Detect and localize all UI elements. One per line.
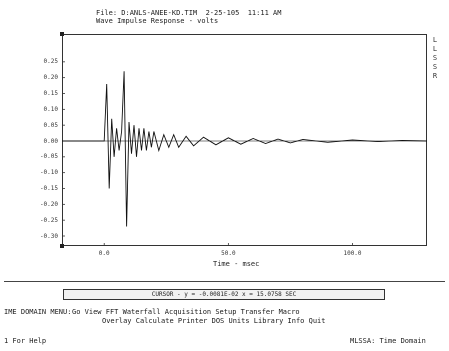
- x-tick-label: 50.0: [221, 250, 236, 257]
- side-label: S: [432, 63, 438, 71]
- plot-area[interactable]: [62, 34, 427, 246]
- menu-item-units[interactable]: Units: [228, 317, 250, 325]
- menu-item-transfer[interactable]: Transfer: [240, 308, 275, 316]
- plot-title: Wave Impulse Response - volts: [96, 17, 219, 25]
- mode-status: MLSSA: Time Domain: [350, 337, 426, 345]
- side-label: L: [432, 45, 438, 53]
- file-header: File: D:ANLS-ANEE-KD.TIM 2-25-105 11:11 …: [96, 9, 282, 17]
- side-label: R: [432, 72, 438, 80]
- y-tick-label: -0.20: [39, 200, 58, 208]
- bottom-left-marker: [60, 244, 64, 248]
- x-tick-label: 100.0: [343, 250, 362, 257]
- menu-item-printer[interactable]: Printer: [177, 317, 208, 325]
- y-tick-label: -0.15: [39, 185, 58, 192]
- menu-item-quit[interactable]: Quit: [308, 317, 326, 325]
- y-tick-label: 0.20: [43, 74, 58, 82]
- separator-line: [4, 281, 445, 282]
- cursor-readout: CURSOR - y = -0.0081E-02 x = 15.0758 SEC: [63, 289, 385, 300]
- menu-item-fft[interactable]: FFT: [105, 308, 119, 316]
- menu-item-dos[interactable]: DOS: [211, 317, 225, 325]
- top-left-marker: [60, 32, 64, 36]
- menu-item-library[interactable]: Library: [253, 317, 284, 325]
- y-tick-label: 0.10: [43, 105, 58, 113]
- x-tick-label: 0.0: [98, 250, 110, 257]
- y-tick-label: 0.05: [43, 121, 58, 129]
- y-tick-label: 0.00: [43, 137, 58, 145]
- menu-item-overlay[interactable]: Overlay: [102, 317, 132, 325]
- menu-row-2: Overlay Calculate Printer DOS Units Libr…: [102, 317, 325, 325]
- menu-row-1: Go View FFT Waterfall Acquisition Setup …: [72, 308, 300, 316]
- y-tick-label: -0.10: [39, 169, 58, 177]
- y-tick-label: -0.30: [39, 232, 58, 240]
- menu-item-info[interactable]: Info: [287, 317, 305, 325]
- menu-item-view[interactable]: View: [84, 308, 102, 316]
- menu-item-macro[interactable]: Macro: [278, 308, 300, 316]
- y-tick-label: -0.05: [39, 153, 58, 161]
- x-axis-label: Time - msec: [213, 260, 260, 268]
- y-tick-label: -0.25: [39, 216, 58, 224]
- y-tick-label: 0.15: [43, 90, 58, 97]
- menu-item-acquisition[interactable]: Acquisition: [164, 308, 212, 316]
- side-label: S: [432, 54, 438, 62]
- menu-item-waterfall[interactable]: Waterfall: [122, 308, 161, 316]
- menu-item-calculate[interactable]: Calculate: [135, 317, 174, 325]
- help-hint: 1 For Help: [4, 337, 47, 345]
- menu-item-go[interactable]: Go: [72, 308, 81, 316]
- side-label: L: [432, 36, 438, 44]
- impulse-response-series: [62, 71, 427, 227]
- y-tick-label: 0.25: [43, 58, 58, 66]
- menu-item-setup[interactable]: Setup: [215, 308, 237, 316]
- impulse-response-chart: [62, 61, 427, 246]
- menu-label: IME DOMAIN MENU:: [4, 308, 72, 316]
